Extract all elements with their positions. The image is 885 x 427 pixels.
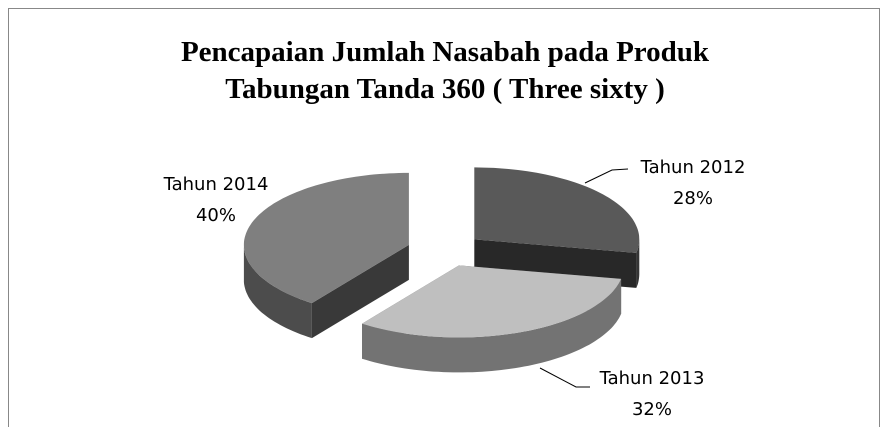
data-label-category: Tahun 2012 — [640, 157, 746, 178]
data-label-category: Tahun 2013 — [599, 368, 705, 389]
data-label-category: Tahun 2014 — [163, 174, 269, 195]
slice — [474, 167, 640, 253]
leader-line — [539, 367, 590, 388]
slice-side — [243, 244, 312, 339]
chart-title: Pencapaian Jumlah Nasabah pada Produk Ta… — [180, 36, 710, 105]
data-label-value: 28% — [673, 188, 713, 209]
slice-side — [636, 239, 640, 288]
slice-side — [362, 278, 622, 373]
slice — [243, 172, 409, 304]
leader-line — [584, 168, 629, 184]
data-label-value: 32% — [632, 399, 672, 420]
chart-border — [8, 8, 880, 427]
slice-face — [311, 244, 409, 339]
data-label-value: 40% — [196, 205, 236, 226]
slice — [362, 265, 622, 338]
